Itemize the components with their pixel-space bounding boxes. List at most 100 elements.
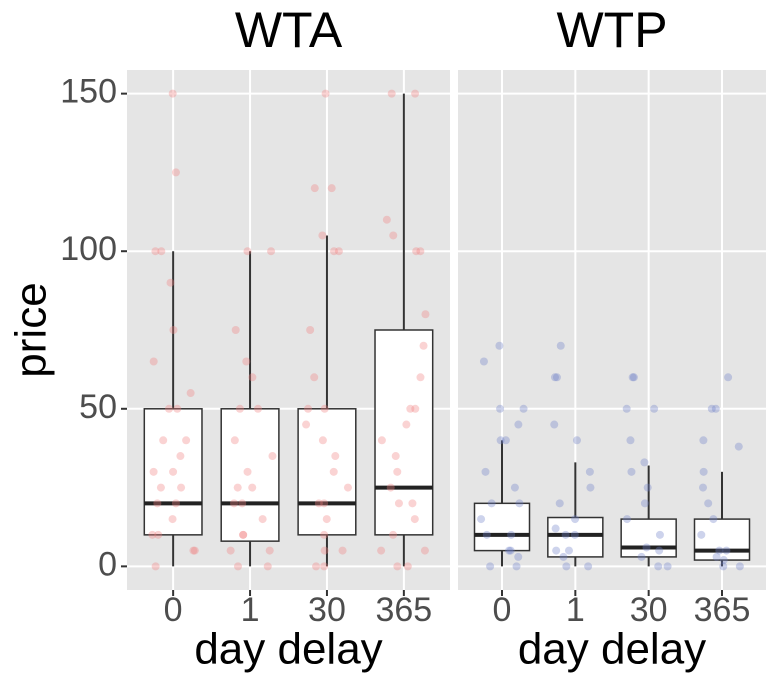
point xyxy=(623,515,632,524)
box xyxy=(620,518,677,558)
point xyxy=(552,373,561,382)
point xyxy=(322,515,331,524)
point xyxy=(507,530,516,539)
point xyxy=(263,562,272,571)
point xyxy=(477,515,486,524)
point xyxy=(550,373,559,382)
point xyxy=(310,184,319,193)
box xyxy=(547,516,604,558)
point xyxy=(393,467,402,476)
point xyxy=(382,215,391,224)
x-axis-title: day delay xyxy=(194,625,382,674)
point xyxy=(421,310,430,319)
point xyxy=(719,562,728,571)
point xyxy=(643,483,652,492)
point xyxy=(719,556,728,565)
point xyxy=(393,562,402,571)
x-tick-label: 30 xyxy=(308,591,346,629)
point xyxy=(248,373,257,382)
box xyxy=(143,408,203,536)
point xyxy=(501,436,510,445)
panel-title: WTA xyxy=(235,2,343,58)
point xyxy=(394,499,403,508)
point xyxy=(268,452,277,461)
point xyxy=(711,404,720,413)
x-tick-label: 30 xyxy=(630,591,668,629)
point xyxy=(640,499,649,508)
point xyxy=(226,546,235,555)
point xyxy=(168,515,177,524)
point xyxy=(389,231,398,240)
x-tick-label: 1 xyxy=(566,591,585,629)
point xyxy=(734,442,743,451)
point xyxy=(238,499,247,508)
point xyxy=(248,483,257,492)
point xyxy=(389,530,398,539)
point xyxy=(628,373,637,382)
point xyxy=(258,515,267,524)
point xyxy=(230,436,239,445)
point xyxy=(157,247,166,256)
point xyxy=(419,341,428,350)
point xyxy=(704,499,713,508)
point xyxy=(519,404,528,413)
point xyxy=(626,436,635,445)
point xyxy=(584,562,593,571)
point xyxy=(231,326,240,334)
point xyxy=(650,404,659,413)
point xyxy=(318,436,327,445)
point xyxy=(642,543,651,552)
point xyxy=(410,515,419,524)
point xyxy=(514,552,523,561)
point xyxy=(571,515,580,524)
point xyxy=(267,247,276,256)
point xyxy=(411,89,420,98)
point xyxy=(320,499,329,508)
point xyxy=(239,530,248,539)
point xyxy=(420,546,429,555)
point xyxy=(148,530,157,539)
point xyxy=(154,530,163,539)
y-tick-label: 150 xyxy=(60,73,117,111)
point xyxy=(166,278,175,287)
point xyxy=(151,562,160,571)
point xyxy=(585,467,594,476)
point xyxy=(514,420,523,429)
point xyxy=(416,373,425,382)
y-tick-label: 100 xyxy=(60,230,117,268)
x-tick-label: 365 xyxy=(375,591,432,629)
point xyxy=(314,499,323,508)
point xyxy=(510,483,519,492)
point xyxy=(312,562,321,571)
point xyxy=(709,515,718,524)
point xyxy=(310,373,319,382)
point xyxy=(515,499,524,508)
point xyxy=(327,184,336,193)
point xyxy=(403,562,412,571)
point xyxy=(189,546,198,555)
point xyxy=(556,341,565,350)
point xyxy=(707,404,716,413)
point xyxy=(479,357,488,366)
point xyxy=(233,483,242,492)
point xyxy=(168,89,177,98)
point xyxy=(495,341,504,350)
point xyxy=(637,552,646,561)
point xyxy=(496,404,505,413)
point xyxy=(330,247,339,256)
point xyxy=(186,389,195,398)
point xyxy=(408,499,417,508)
point xyxy=(265,546,274,555)
point xyxy=(724,373,733,382)
point xyxy=(487,499,496,508)
point xyxy=(253,404,262,413)
point xyxy=(243,467,252,476)
point xyxy=(176,452,185,461)
box xyxy=(374,329,434,536)
point xyxy=(570,530,579,539)
point xyxy=(550,420,559,429)
point xyxy=(551,524,560,533)
point xyxy=(411,404,420,413)
point xyxy=(735,562,744,571)
